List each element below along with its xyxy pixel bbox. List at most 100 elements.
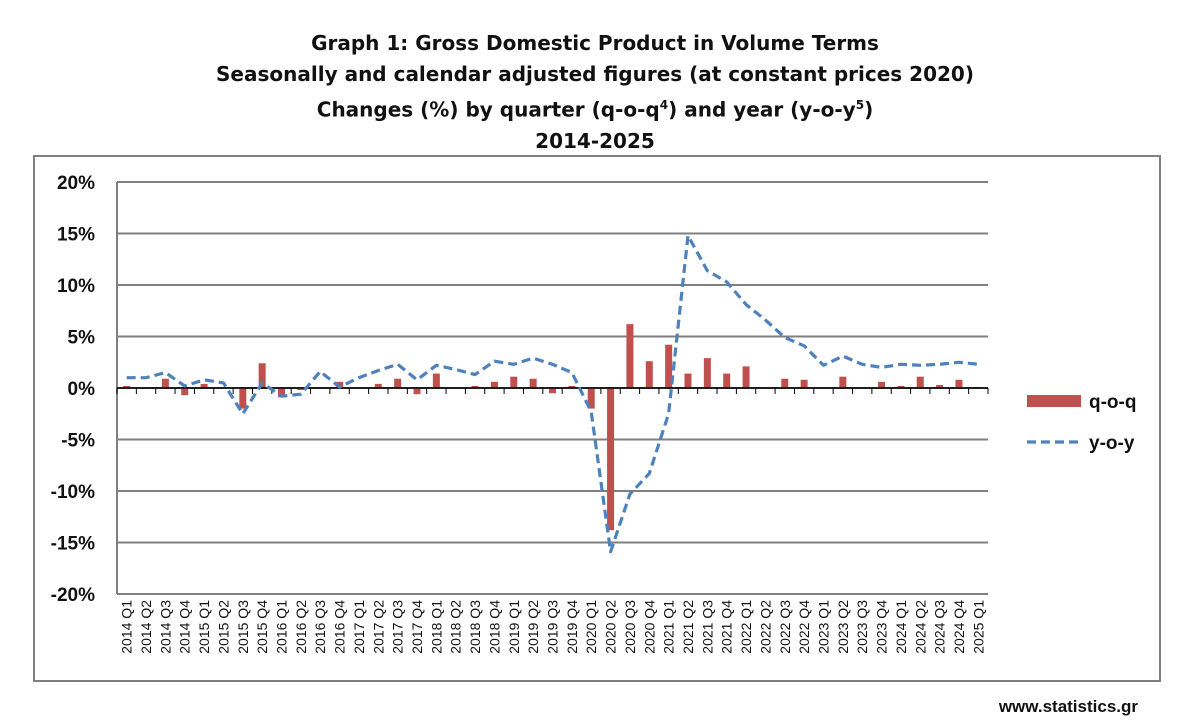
x-tick-label: 2022 Q1 bbox=[738, 600, 754, 654]
x-tick-label: 2019 Q2 bbox=[525, 600, 541, 654]
footnote-5: 5 bbox=[855, 98, 865, 112]
x-tick-label: 2017 Q1 bbox=[351, 600, 367, 654]
subtitle-part-2: ) and year (y-o-y bbox=[668, 97, 856, 122]
q-o-q-bar bbox=[955, 379, 963, 388]
x-tick-label: 2021 Q4 bbox=[719, 600, 735, 654]
x-axis bbox=[116, 387, 989, 394]
q-o-q-bar bbox=[258, 363, 266, 388]
x-tick-label: 2015 Q1 bbox=[196, 600, 212, 654]
q-o-q-bar bbox=[278, 388, 286, 398]
q-o-q-bar bbox=[607, 388, 615, 531]
chart-title: Graph 1: Gross Domestic Product in Volum… bbox=[311, 31, 879, 55]
x-tick-label: 2016 Q1 bbox=[274, 600, 290, 654]
y-tick-label: -10% bbox=[51, 482, 95, 503]
y-tick-label: 15% bbox=[57, 225, 95, 246]
q-o-q-bar bbox=[161, 378, 169, 388]
x-tick-label: 2024 Q1 bbox=[893, 600, 909, 654]
x-tick-label: 2020 Q2 bbox=[603, 600, 619, 654]
x-tick-label: 2014 Q2 bbox=[138, 600, 154, 654]
x-tick-label: 2014 Q3 bbox=[157, 600, 173, 654]
x-tick-label: 2015 Q4 bbox=[254, 600, 270, 654]
x-tick-label: 2023 Q1 bbox=[815, 600, 831, 654]
q-o-q-bar bbox=[123, 385, 131, 388]
q-o-q-bar bbox=[645, 361, 653, 388]
x-tick-label: 2023 Q4 bbox=[874, 600, 890, 654]
q-o-q-bar bbox=[897, 385, 905, 388]
legend-label-q-o-q: q-o-q bbox=[1089, 392, 1136, 413]
x-tick-label: 2014 Q4 bbox=[177, 600, 193, 654]
q-o-q-bars bbox=[123, 324, 982, 531]
q-o-q-bar bbox=[297, 388, 305, 391]
y-tick-label: 5% bbox=[68, 328, 96, 349]
y-axis-ticks: 20% 15% 10% 5% 0% -5% -10% -15% -20% bbox=[51, 173, 95, 606]
q-o-q-bar bbox=[181, 388, 189, 396]
x-tick-label: 2017 Q4 bbox=[409, 600, 425, 654]
q-o-q-bar bbox=[936, 384, 944, 388]
y-o-y-line bbox=[126, 234, 979, 554]
subtitle-part-1: Changes (%) by quarter (q-o-q bbox=[316, 97, 660, 122]
footnote-4: 4 bbox=[659, 98, 669, 112]
y-tick-label: 10% bbox=[57, 276, 95, 297]
x-tick-label: 2018 Q1 bbox=[428, 600, 444, 654]
q-o-q-bar bbox=[703, 358, 711, 388]
chart-period: 2014-2025 bbox=[535, 128, 655, 153]
x-tick-label: 2024 Q4 bbox=[951, 600, 967, 654]
y-tick-label: 0% bbox=[68, 379, 96, 400]
q-o-q-bar bbox=[394, 378, 402, 388]
q-o-q-bar bbox=[374, 383, 382, 388]
y-tick-label: -5% bbox=[61, 431, 95, 452]
q-o-q-bar bbox=[723, 373, 731, 388]
x-tick-label: 2025 Q1 bbox=[970, 600, 986, 654]
q-o-q-bar bbox=[239, 388, 247, 409]
q-o-q-bar bbox=[781, 378, 789, 388]
x-tick-label: 2016 Q3 bbox=[312, 600, 328, 654]
q-o-q-bar bbox=[878, 381, 886, 388]
chart-subtitle: Seasonally and calendar adjusted figures… bbox=[216, 62, 974, 86]
y-tick-label: -15% bbox=[51, 534, 95, 555]
chart-title-block: Graph 1: Gross Domestic Product in Volum… bbox=[0, 28, 1190, 157]
x-tick-label: 2023 Q3 bbox=[854, 600, 870, 654]
x-tick-label: 2015 Q3 bbox=[235, 600, 251, 654]
x-tick-label: 2021 Q3 bbox=[699, 600, 715, 654]
subtitle-part-3: ) bbox=[864, 97, 874, 122]
x-tick-label: 2015 Q2 bbox=[215, 600, 231, 654]
x-tick-label: 2018 Q2 bbox=[448, 600, 464, 654]
x-tick-label: 2020 Q1 bbox=[583, 600, 599, 654]
q-o-q-bar bbox=[549, 388, 556, 394]
x-tick-label: 2021 Q1 bbox=[661, 600, 677, 654]
q-o-q-bar bbox=[626, 324, 634, 388]
q-o-q-bar bbox=[916, 376, 924, 388]
x-tick-label: 2017 Q2 bbox=[370, 600, 386, 654]
chart-subtitle-changes: Changes (%) by quarter (q-o-q4) and year… bbox=[0, 90, 1190, 126]
q-o-q-bar bbox=[510, 376, 518, 388]
q-o-q-bar bbox=[490, 381, 498, 388]
legend: q-o-q y-o-y bbox=[1027, 392, 1136, 454]
x-tick-label: 2020 Q4 bbox=[641, 600, 657, 654]
x-tick-label: 2022 Q2 bbox=[757, 600, 773, 654]
x-tick-label: 2024 Q3 bbox=[932, 600, 948, 654]
x-tick-label: 2020 Q3 bbox=[622, 600, 638, 654]
x-tick-label: 2022 Q4 bbox=[796, 600, 812, 654]
x-tick-label: 2016 Q2 bbox=[293, 600, 309, 654]
x-axis-ticks: 2014 Q1 2014 Q2 2014 Q3 2014 Q4 2015 Q1 2015 … bbox=[119, 600, 987, 654]
q-o-q-bar bbox=[471, 385, 479, 388]
x-tick-label: 2016 Q4 bbox=[332, 600, 348, 654]
q-o-q-bar bbox=[200, 383, 208, 388]
q-o-q-bar bbox=[839, 376, 847, 388]
legend-label-y-o-y: y-o-y bbox=[1089, 433, 1135, 454]
q-o-q-bar bbox=[432, 373, 440, 388]
x-tick-label: 2021 Q2 bbox=[680, 600, 696, 654]
x-tick-label: 2019 Q1 bbox=[506, 600, 522, 654]
q-o-q-bar bbox=[587, 388, 595, 409]
q-o-q-bar bbox=[742, 366, 750, 388]
x-tick-label: 2018 Q3 bbox=[467, 600, 483, 654]
x-tick-label: 2022 Q3 bbox=[777, 600, 793, 654]
x-tick-label: 2018 Q4 bbox=[486, 600, 502, 654]
x-tick-label: 2019 Q4 bbox=[564, 600, 580, 654]
q-o-q-bar bbox=[684, 373, 692, 388]
source-url[interactable]: www.statistics.gr bbox=[998, 697, 1138, 716]
x-tick-label: 2023 Q2 bbox=[835, 600, 851, 654]
q-o-q-bar bbox=[529, 378, 537, 388]
x-tick-label: 2017 Q3 bbox=[390, 600, 406, 654]
x-tick-label: 2019 Q3 bbox=[545, 600, 561, 654]
